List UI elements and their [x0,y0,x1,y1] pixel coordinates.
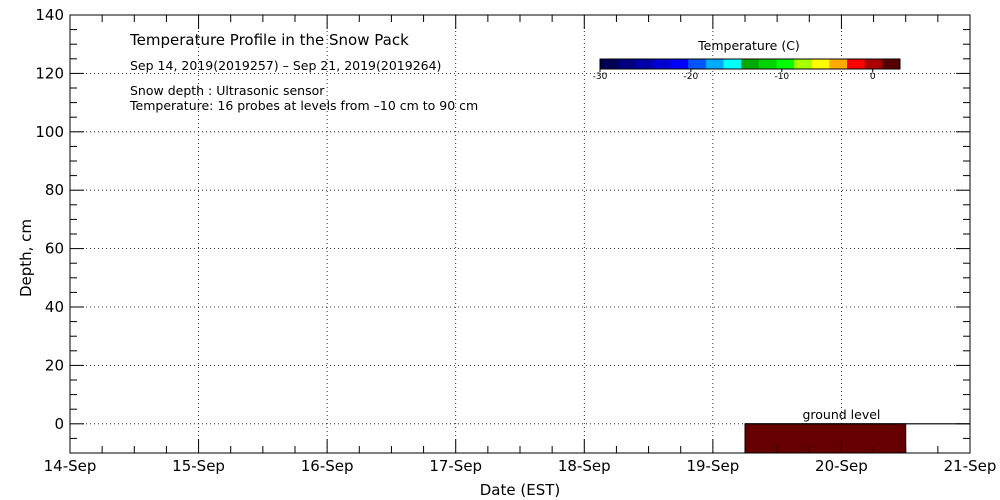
colorbar-swatch [847,59,866,69]
temperature-band-layer [744,423,907,454]
colorbar-swatch [758,59,777,69]
chart-subtitle: Sep 14, 2019(2019257) – Sep 21, 2019(201… [130,58,441,73]
colorbar-tick-label: -30 [593,72,608,82]
x-tick-label: 14-Sep [44,457,97,475]
colorbar-tick-label: -10 [774,72,789,82]
colorbar-swatch [635,59,654,69]
y-tick-label: 120 [35,64,64,82]
colorbar-swatch [723,59,742,69]
x-tick-label: 21-Sep [944,457,997,475]
colorbar-title: Temperature (C) [697,38,800,53]
ground-level-layer: ground level [745,407,970,425]
x-tick-label: 17-Sep [429,457,482,475]
x-tick-label: 16-Sep [301,457,354,475]
colorbar-swatch [811,59,830,69]
colorbar-swatch [794,59,813,69]
colorbar-frame [599,58,901,70]
colorbar-swatch [882,59,901,69]
axis-ticks [69,14,971,454]
y-tick-label: 140 [35,6,64,24]
colorbar-tick-label: 0 [870,72,876,82]
x-tick-label: 18-Sep [558,457,611,475]
temperature-band-cell [744,423,907,454]
y-tick-label: 0 [54,415,64,433]
colorbar-swatch [617,59,636,69]
ground-level-label: ground level [802,407,880,422]
y-tick-label: 60 [45,240,64,258]
x-axis-title: Date (EST) [480,481,561,499]
colorbar-swatch [705,59,725,69]
colorbar-tick-label: -20 [684,72,699,82]
colorbar: -30 -20 -10 0 [593,58,901,82]
colorbar-swatch [776,59,795,69]
colorbar-swatch [600,59,619,69]
chart-title: Temperature Profile in the Snow Pack [129,31,409,49]
chart-note-temperature: Temperature: 16 probes at levels from –1… [129,98,478,113]
y-tick-label: 20 [45,356,64,374]
y-tick-label: 100 [35,123,64,141]
y-tick-label: 40 [45,298,64,316]
x-tick-label: 15-Sep [172,457,225,475]
colorbar-swatch [829,59,848,69]
x-tick-label: 20-Sep [815,457,868,475]
y-axis-title: Depth, cm [17,219,35,297]
colorbar-swatch [670,59,689,69]
colorbar-swatch [864,59,883,69]
colorbar-swatch [741,59,760,69]
x-tick-label: 19-Sep [686,457,739,475]
tick-labels: 0 20 40 60 80 100 120 140 14-Sep 15-Sep 16-Sep 17-S… [35,6,996,475]
colorbar-swatch [688,59,707,69]
colorbar-swatch [652,59,672,69]
y-tick-label: 80 [45,181,64,199]
chart-note-snow-depth: Snow depth : Ultrasonic sensor [130,83,325,98]
